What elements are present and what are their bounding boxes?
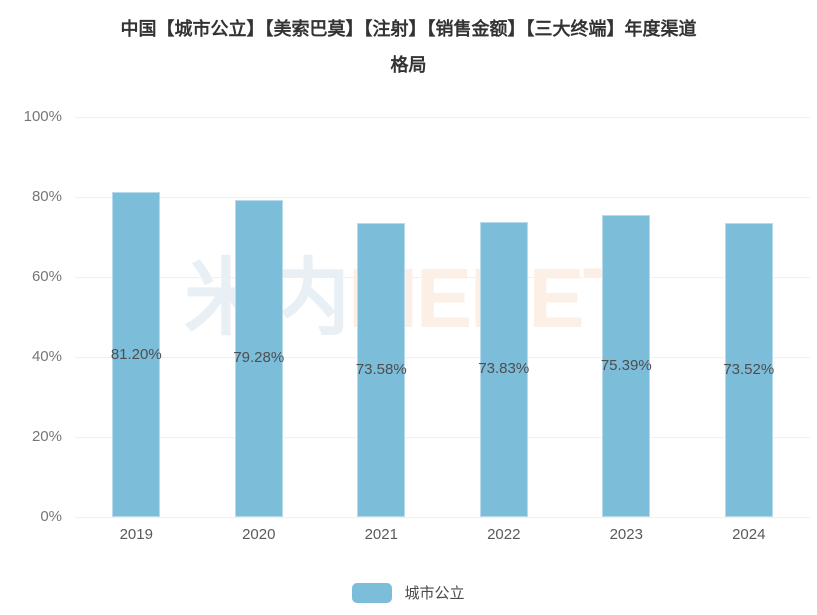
gridline-60 <box>75 277 810 278</box>
chart-title-line2: 格局 <box>390 55 427 75</box>
x-tick-label-2022: 2022 <box>487 526 521 543</box>
legend-label: 城市公立 <box>404 585 465 602</box>
value-label-2023: 75.39% <box>600 357 652 375</box>
x-tick-label-2020: 2020 <box>242 526 276 543</box>
gridline-80 <box>75 197 810 198</box>
y-tick-label-0: 0% <box>40 508 62 525</box>
chart-title-line1: 中国【城市公立】【美索巴莫】【注射】【销售金额】【三大终端】年度渠道 <box>120 19 697 39</box>
legend: 城市公立 <box>0 582 817 603</box>
plot-area: 81.20% 79.28% 73.58% 73.83% 75.39% 73.52% <box>75 117 810 518</box>
y-tick-label-80: 80% <box>31 188 62 205</box>
gridline-40 <box>75 357 810 358</box>
bar-2023[interactable] <box>602 215 651 517</box>
value-label-2022: 73.83% <box>478 360 530 378</box>
x-tick-label-2019: 2019 <box>119 526 153 543</box>
legend-item-urban-public[interactable]: 城市公立 <box>352 582 465 603</box>
chart-title: 中国【城市公立】【美索巴莫】【注射】【销售金额】【三大终端】年度渠道 格局 <box>0 11 817 83</box>
bar-2019[interactable] <box>112 192 161 517</box>
legend-swatch-icon <box>352 582 393 603</box>
y-tick-label-100: 100% <box>23 108 62 125</box>
bar-2024[interactable] <box>724 222 773 517</box>
x-tick-label-2024: 2024 <box>732 526 766 543</box>
value-label-2021: 73.58% <box>355 360 407 378</box>
value-label-2019: 81.20% <box>110 345 162 363</box>
value-label-2020: 79.28% <box>233 349 285 367</box>
value-label-2024: 73.52% <box>723 360 775 378</box>
y-tick-label-20: 20% <box>31 428 62 445</box>
y-axis: 0% 20% 40% 60% 80% 100% <box>0 0 62 615</box>
bar-2022[interactable] <box>479 221 528 517</box>
gridline-100 <box>75 117 810 118</box>
x-tick-label-2023: 2023 <box>609 526 643 543</box>
y-tick-label-60: 60% <box>31 268 62 285</box>
bar-2021[interactable] <box>357 222 406 517</box>
y-tick-label-40: 40% <box>31 348 62 365</box>
bar-2020[interactable] <box>234 199 283 517</box>
gridline-0 <box>75 517 810 518</box>
x-tick-label-2021: 2021 <box>364 526 398 543</box>
gridline-20 <box>75 437 810 438</box>
